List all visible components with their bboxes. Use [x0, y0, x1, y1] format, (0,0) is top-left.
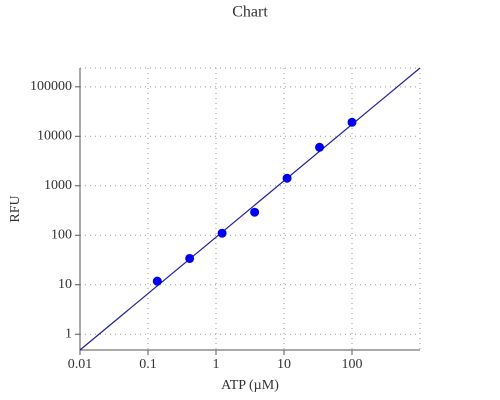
y-tick-label: 100000 [30, 79, 72, 94]
data-point [185, 253, 195, 263]
chart-title: Chart [232, 4, 268, 21]
x-tick-label: 0.01 [68, 357, 93, 372]
y-tick-label: 1 [65, 326, 72, 341]
x-tick-label: 0.1 [139, 357, 157, 372]
x-tick-label: 100 [342, 357, 363, 372]
fit-line [79, 67, 421, 351]
x-tick-label: 1 [213, 357, 220, 372]
data-point [152, 276, 162, 286]
y-tick-label: 10000 [37, 129, 72, 144]
y-tick-label: 1000 [44, 178, 72, 193]
data-point [250, 207, 260, 217]
y-axis-label: RFU [8, 195, 23, 222]
data-point [347, 117, 357, 127]
x-tick-label: 10 [277, 357, 291, 372]
data-point [315, 142, 325, 152]
x-axis-label: ATP (µM) [221, 378, 279, 393]
data-point [217, 228, 227, 238]
y-tick-label: 100 [51, 227, 72, 242]
y-tick-label: 10 [58, 277, 72, 292]
data-point [282, 173, 292, 183]
